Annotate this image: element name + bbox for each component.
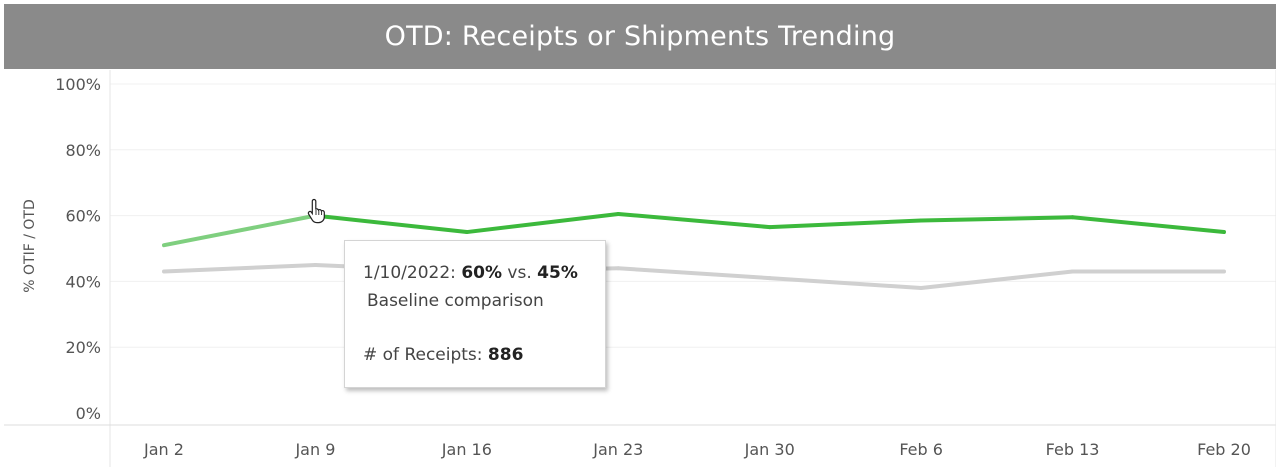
tooltip-receipts-value: 886 <box>487 345 524 365</box>
series-line-segment <box>919 215 1075 223</box>
x-tick-label: Jan 23 <box>592 440 643 459</box>
tooltip-baseline-value: 45% <box>537 263 578 283</box>
data-point[interactable] <box>313 263 317 267</box>
series-line-segment <box>767 276 924 290</box>
series-line-segment <box>313 213 469 235</box>
data-point[interactable] <box>919 219 923 223</box>
series-line-segment <box>464 211 621 235</box>
x-tick-label: Feb 13 <box>1046 440 1100 459</box>
data-point[interactable] <box>768 225 772 229</box>
data-point[interactable] <box>616 266 620 270</box>
chart-title: OTD: Receipts or Shipments Trending <box>384 21 896 52</box>
data-tooltip: 1/10/2022: 60% vs. 45% Baseline comparis… <box>344 240 606 388</box>
series-line-segment <box>616 211 772 230</box>
y-tick-label: 60% <box>65 207 101 226</box>
series-line-segment <box>616 266 772 281</box>
y-tick-label: 100% <box>55 75 101 94</box>
data-point[interactable] <box>1222 230 1226 234</box>
chart-title-bar: OTD: Receipts or Shipments Trending <box>4 4 1276 69</box>
data-point[interactable] <box>768 276 772 280</box>
data-point[interactable] <box>1071 215 1075 219</box>
y-axis-label: % OTIF / OTD <box>22 199 38 292</box>
series-line-segment <box>919 269 1075 290</box>
data-point[interactable] <box>616 212 620 216</box>
y-tick-label: 0% <box>76 404 101 423</box>
tooltip-date: 1/10/2022 <box>363 263 451 283</box>
tooltip-vs: vs. <box>502 263 538 283</box>
x-tick-label: Jan 16 <box>441 440 492 459</box>
x-tick-label: Jan 9 <box>294 440 335 459</box>
tooltip-line-date: 1/10/2022: 60% vs. 45% <box>363 263 578 283</box>
data-point[interactable] <box>162 243 166 247</box>
x-tick-label: Feb 6 <box>899 440 943 459</box>
series-line-segment <box>767 218 924 230</box>
y-tick-label: 20% <box>65 338 101 357</box>
tooltip-line-receipts: # of Receipts: 886 <box>363 345 523 365</box>
tooltip-sep: : <box>450 263 462 283</box>
x-tick-label: Feb 20 <box>1197 440 1251 459</box>
data-point[interactable] <box>1071 270 1075 274</box>
data-point[interactable] <box>162 270 166 274</box>
tooltip-receipts-label: # of Receipts: <box>363 345 488 365</box>
series-line-segment <box>1070 215 1226 235</box>
y-tick-label: 80% <box>65 141 101 160</box>
tooltip-value: 60% <box>461 263 503 283</box>
x-tick-label: Jan 30 <box>744 440 795 459</box>
hand-pointer-icon <box>307 198 325 224</box>
data-point[interactable] <box>465 230 469 234</box>
series-line-segment <box>162 262 318 274</box>
series-0 <box>162 262 1226 290</box>
data-point[interactable] <box>919 286 923 290</box>
x-tick-label: Jan 2 <box>143 440 184 459</box>
tooltip-baseline-label: Baseline comparison <box>367 291 544 311</box>
series-1 <box>162 211 1226 248</box>
series-line-segment <box>162 213 318 248</box>
y-tick-label: 40% <box>65 272 101 291</box>
data-point[interactable] <box>1222 270 1226 274</box>
